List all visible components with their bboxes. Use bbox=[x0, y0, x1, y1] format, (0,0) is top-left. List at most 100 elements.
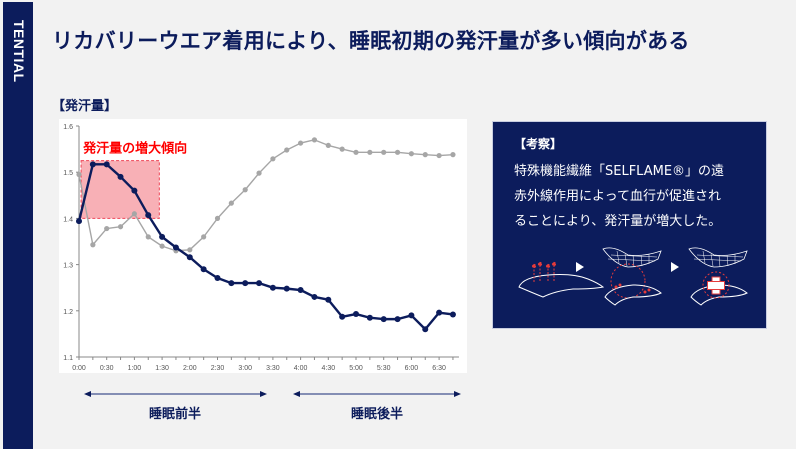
data-point bbox=[366, 314, 373, 321]
data-point bbox=[145, 234, 151, 240]
mechanism-illustration bbox=[518, 247, 748, 306]
data-point bbox=[284, 147, 290, 153]
series-control bbox=[76, 137, 456, 254]
arrow-right-icon bbox=[576, 262, 584, 272]
x-tick-label: 4:00 bbox=[294, 365, 308, 372]
data-point bbox=[381, 149, 387, 155]
insight-line: 赤外線作用によって血行が促進され bbox=[514, 189, 721, 204]
fabric-far-infrared-icon bbox=[602, 247, 662, 306]
x-tick-label: 3:30 bbox=[266, 365, 280, 372]
insight-body: 特殊機能繊維「SELFLAME®」の遠 赤外線作用によって血行が促進され ること… bbox=[514, 159, 764, 234]
blood-flow-cross-icon bbox=[688, 247, 748, 306]
chart-section-label: 【発汗量】 bbox=[52, 99, 118, 114]
highlight-box bbox=[80, 160, 160, 219]
data-point bbox=[311, 137, 318, 143]
data-point bbox=[325, 296, 332, 303]
data-point bbox=[394, 149, 401, 155]
data-point bbox=[145, 212, 152, 219]
sweat-chart: 発汗量の増大傾向 1.1 1.2 1.3 1.4 1.5 1.6 0:00 0:30 1:00 1:… bbox=[59, 119, 467, 373]
data-point bbox=[298, 140, 304, 146]
data-point bbox=[380, 316, 387, 323]
data-point bbox=[228, 200, 234, 206]
line-chart: 発汗量の増大傾向 1.1 1.2 1.3 1.4 1.5 1.6 0:00 0:30 1:00 1:… bbox=[63, 124, 459, 372]
axes: 1.1 1.2 1.3 1.4 1.5 1.6 0:00 0:30 1:00 1:30 2:00 2:… bbox=[63, 124, 459, 372]
data-point bbox=[256, 170, 262, 176]
brand-sidebar: TENTIAL bbox=[3, 2, 33, 449]
data-point bbox=[283, 285, 290, 292]
x-tick-label: 1:00 bbox=[128, 365, 142, 372]
data-point bbox=[422, 326, 429, 333]
data-point bbox=[408, 151, 414, 157]
data-point bbox=[76, 218, 82, 225]
brand-logo: TENTIAL bbox=[11, 20, 27, 83]
x-tick-label: 0:00 bbox=[72, 365, 86, 372]
data-point bbox=[186, 254, 193, 261]
data-point bbox=[270, 156, 276, 162]
data-point bbox=[422, 152, 428, 158]
y-tick-label: 1.3 bbox=[63, 263, 73, 270]
x-tick-label: 6:30 bbox=[432, 365, 446, 372]
data-point bbox=[131, 211, 137, 217]
y-tick-label: 1.4 bbox=[63, 216, 73, 223]
y-tick-label: 1.5 bbox=[63, 170, 73, 177]
data-point bbox=[311, 293, 318, 300]
x-tick-label: 2:00 bbox=[183, 365, 197, 372]
data-point bbox=[228, 280, 235, 287]
insight-line: ることにより、発汗量が増大した。 bbox=[514, 214, 722, 229]
x-tick-label: 2:30 bbox=[211, 365, 225, 372]
data-point bbox=[214, 215, 221, 221]
data-point bbox=[90, 242, 96, 248]
data-point bbox=[367, 149, 373, 155]
data-point bbox=[449, 311, 456, 318]
x-tick-label: 3:00 bbox=[238, 365, 252, 372]
phase-arrows bbox=[84, 391, 461, 397]
data-point bbox=[201, 234, 207, 240]
arrow-right-icon bbox=[671, 262, 679, 272]
data-point bbox=[436, 309, 443, 316]
data-point bbox=[172, 244, 179, 251]
data-point bbox=[394, 316, 401, 323]
x-tick-label: 0:30 bbox=[100, 365, 114, 372]
data-point bbox=[450, 152, 456, 158]
data-point bbox=[353, 311, 359, 318]
data-point bbox=[269, 284, 276, 291]
phase-label-first-half: 睡眠前半 bbox=[148, 407, 201, 422]
data-point bbox=[325, 142, 331, 149]
x-tick-label: 6:00 bbox=[405, 365, 419, 372]
data-point bbox=[339, 146, 345, 152]
y-tick-label: 1.1 bbox=[63, 355, 73, 362]
data-point bbox=[103, 161, 110, 168]
data-point bbox=[89, 161, 96, 168]
data-point bbox=[131, 187, 138, 194]
page-title: リカバリーウエア着用により、睡眠初期の発汗量が多い傾向がある bbox=[52, 29, 690, 53]
data-point bbox=[104, 225, 110, 232]
annotation-label: 発汗量の増大傾向 bbox=[82, 141, 187, 157]
data-point bbox=[159, 233, 166, 240]
data-point bbox=[214, 274, 221, 281]
phase-label-second-half: 睡眠後半 bbox=[350, 407, 403, 422]
data-point bbox=[76, 171, 82, 178]
double-arrow-icon bbox=[293, 391, 461, 397]
data-point bbox=[242, 187, 248, 193]
double-arrow-icon bbox=[84, 391, 267, 397]
data-point bbox=[117, 224, 124, 230]
insight-line: 特殊機能繊維「SELFLAME®」の遠 bbox=[514, 164, 725, 179]
x-tick-label: 1:30 bbox=[155, 365, 169, 372]
data-point bbox=[242, 280, 249, 287]
data-point bbox=[159, 243, 165, 249]
insight-heading: 【考察】 bbox=[514, 137, 563, 151]
x-tick-label: 5:00 bbox=[349, 365, 363, 372]
data-point bbox=[117, 173, 124, 180]
slide: TENTIAL リカバリーウエア着用により、睡眠初期の発汗量が多い傾向がある 【… bbox=[0, 0, 796, 449]
data-point bbox=[200, 266, 207, 273]
x-tick-label: 5:30 bbox=[377, 365, 391, 372]
data-point bbox=[353, 149, 359, 155]
x-tick-label: 4:30 bbox=[321, 365, 335, 372]
series-wear bbox=[76, 161, 456, 333]
data-point bbox=[297, 287, 304, 294]
skin-heat-icon bbox=[518, 261, 605, 298]
y-tick-label: 1.2 bbox=[63, 309, 73, 316]
insight-panel: 【考察】 特殊機能繊維「SELFLAME®」の遠 赤外線作用によって血行が促進さ… bbox=[492, 121, 767, 329]
data-point bbox=[187, 247, 193, 253]
y-tick-label: 1.6 bbox=[63, 124, 73, 131]
